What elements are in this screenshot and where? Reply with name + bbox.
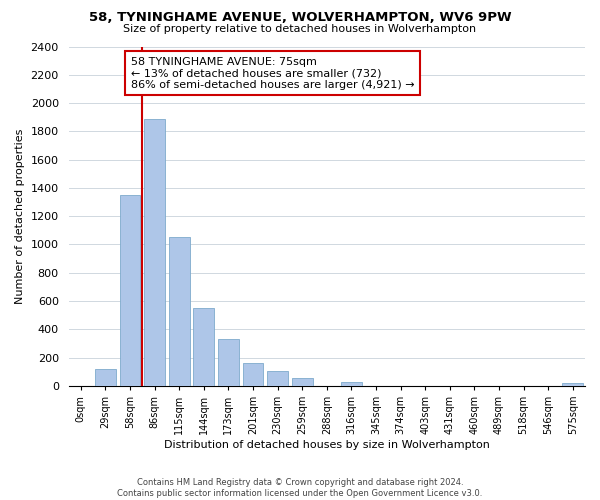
Text: Contains HM Land Registry data © Crown copyright and database right 2024.
Contai: Contains HM Land Registry data © Crown c…	[118, 478, 482, 498]
Y-axis label: Number of detached properties: Number of detached properties	[15, 128, 25, 304]
Bar	[292, 378, 313, 386]
Bar	[144, 118, 165, 386]
Bar	[119, 195, 140, 386]
Bar	[95, 369, 116, 386]
Bar	[242, 364, 263, 386]
X-axis label: Distribution of detached houses by size in Wolverhampton: Distribution of detached houses by size …	[164, 440, 490, 450]
Text: 58, TYNINGHAME AVENUE, WOLVERHAMPTON, WV6 9PW: 58, TYNINGHAME AVENUE, WOLVERHAMPTON, WV…	[89, 11, 511, 24]
Bar	[341, 382, 362, 386]
Bar	[562, 384, 583, 386]
Bar	[267, 371, 288, 386]
Text: Size of property relative to detached houses in Wolverhampton: Size of property relative to detached ho…	[124, 24, 476, 34]
Bar	[169, 238, 190, 386]
Bar	[218, 338, 239, 386]
Text: 58 TYNINGHAME AVENUE: 75sqm
← 13% of detached houses are smaller (732)
86% of se: 58 TYNINGHAME AVENUE: 75sqm ← 13% of det…	[131, 56, 414, 90]
Bar	[193, 308, 214, 386]
